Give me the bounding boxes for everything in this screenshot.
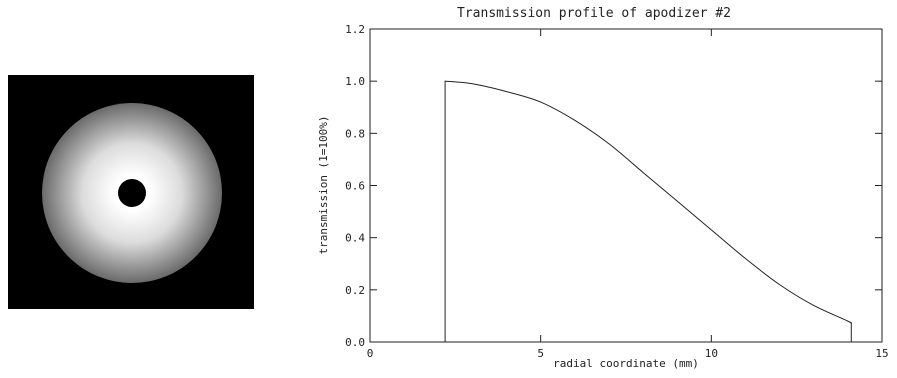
chart-title: Transmission profile of apodizer #2 bbox=[457, 6, 731, 21]
apodizer-image bbox=[8, 75, 254, 309]
y-tick-label: 0.4 bbox=[345, 232, 365, 245]
y-tick-label: 0.0 bbox=[345, 336, 365, 349]
y-tick-label: 1.0 bbox=[345, 75, 365, 88]
x-axis-ticks: 0 5 10 15 bbox=[367, 29, 889, 360]
y-axis-label: transmission (1=100%) bbox=[317, 115, 330, 254]
y-tick-label: 0.6 bbox=[345, 180, 365, 193]
y-tick-label: 0.8 bbox=[345, 127, 365, 140]
plot-frame bbox=[369, 28, 883, 343]
transmission-chart: Transmission profile of apodizer #2 0 5 10… bbox=[317, 6, 889, 370]
y-axis-ticks: 0.0 0.2 0.4 0.6 0.8 1.0 1.2 bbox=[345, 23, 882, 349]
x-tick-label: 5 bbox=[537, 347, 544, 360]
y-tick-label: 0.2 bbox=[345, 284, 365, 297]
x-axis-label: radial coordinate (mm) bbox=[553, 357, 699, 370]
y-tick-label: 1.2 bbox=[345, 23, 365, 36]
transmission-curve bbox=[444, 80, 853, 342]
x-tick-label: 15 bbox=[875, 347, 888, 360]
x-tick-label: 0 bbox=[367, 347, 374, 360]
x-tick-label: 10 bbox=[705, 347, 718, 360]
central-obstruction bbox=[118, 179, 146, 207]
